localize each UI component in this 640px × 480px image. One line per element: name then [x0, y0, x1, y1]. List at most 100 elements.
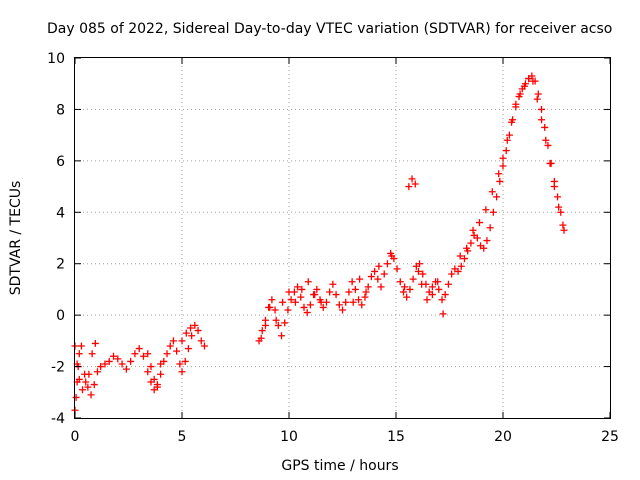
data-point [349, 298, 357, 306]
data-point [542, 136, 550, 144]
data-point [434, 278, 442, 286]
data-point [335, 301, 343, 309]
data-point [342, 298, 350, 306]
data-point [268, 296, 276, 304]
data-point [274, 321, 282, 329]
data-point [147, 363, 155, 371]
data-point [362, 288, 370, 296]
data-point [486, 224, 494, 232]
data-point [503, 136, 511, 144]
data-point [555, 203, 563, 211]
data-point [150, 375, 158, 383]
y-axis-label: SDTVAR / TECUs [8, 181, 24, 296]
data-point [356, 275, 364, 283]
data-point [495, 170, 503, 178]
plot-frame [74, 57, 611, 419]
data-point [444, 280, 452, 288]
data-point [399, 288, 407, 296]
data-point [332, 291, 340, 299]
data-point [91, 339, 99, 347]
y-tick-label: -4 [51, 411, 65, 427]
data-point [388, 252, 396, 260]
data-point [355, 296, 363, 304]
data-point [105, 357, 113, 365]
data-point [345, 288, 353, 296]
data-point [339, 306, 346, 314]
data-point [364, 283, 372, 291]
y-tick-labels: -4 -2 0 2 4 6 8 10 [47, 51, 65, 427]
data-point [169, 337, 177, 345]
data-point [473, 234, 481, 242]
data-point [131, 350, 139, 358]
data-point [271, 306, 279, 314]
data-point [414, 267, 422, 275]
data-point [441, 291, 449, 299]
data-point [408, 175, 416, 183]
data-point [406, 285, 414, 293]
data-point [114, 355, 122, 363]
data-point [258, 327, 266, 335]
data-point [197, 337, 205, 345]
data-point [311, 291, 319, 299]
data-point [496, 177, 504, 185]
data-point [529, 77, 537, 85]
data-point [298, 285, 306, 293]
data-point [538, 116, 546, 124]
data-point [272, 316, 280, 324]
data-point [87, 391, 95, 399]
data-point [460, 255, 468, 263]
data-point [300, 303, 308, 311]
y-tick-label: 4 [56, 205, 65, 221]
x-tick-label: 10 [280, 429, 298, 445]
data-point [93, 368, 101, 376]
data-point [428, 283, 436, 291]
data-point [135, 345, 143, 353]
data-point [85, 370, 93, 378]
y-tick-label: 2 [56, 257, 65, 273]
data-point [483, 237, 491, 245]
data-point [304, 278, 312, 286]
data-point [257, 334, 265, 342]
data-point [82, 378, 90, 386]
data-point [541, 123, 549, 131]
data-point [101, 360, 109, 368]
data-point [512, 100, 520, 108]
data-point [88, 350, 96, 358]
data-point [423, 296, 431, 304]
data-point [173, 347, 181, 355]
data-point [110, 352, 118, 360]
data-points [71, 72, 568, 414]
data-point [281, 319, 289, 327]
data-point [348, 278, 356, 286]
data-point [200, 342, 208, 350]
data-point [405, 183, 413, 191]
data-point [184, 345, 192, 353]
x-tick-label: 5 [178, 429, 187, 445]
data-point [469, 226, 477, 234]
data-point [278, 332, 286, 340]
data-point [550, 183, 558, 191]
data-point [502, 147, 510, 155]
data-point [454, 267, 462, 275]
data-point [396, 278, 404, 286]
data-point [287, 296, 295, 304]
data-point [178, 337, 186, 345]
data-point [438, 296, 446, 304]
x-tick-label: 25 [601, 429, 619, 445]
data-point [538, 105, 546, 113]
data-point [144, 350, 152, 358]
data-point [181, 357, 189, 365]
y-tick-label: -2 [51, 360, 65, 376]
data-point [77, 342, 85, 350]
data-point [467, 239, 475, 247]
data-point [534, 90, 542, 98]
data-point [367, 273, 375, 281]
data-point [508, 118, 516, 126]
data-point [75, 350, 83, 358]
data-point [380, 270, 388, 278]
data-point [401, 283, 409, 291]
data-point [139, 352, 147, 360]
data-point [559, 221, 567, 229]
x-tick-label: 15 [387, 429, 405, 445]
